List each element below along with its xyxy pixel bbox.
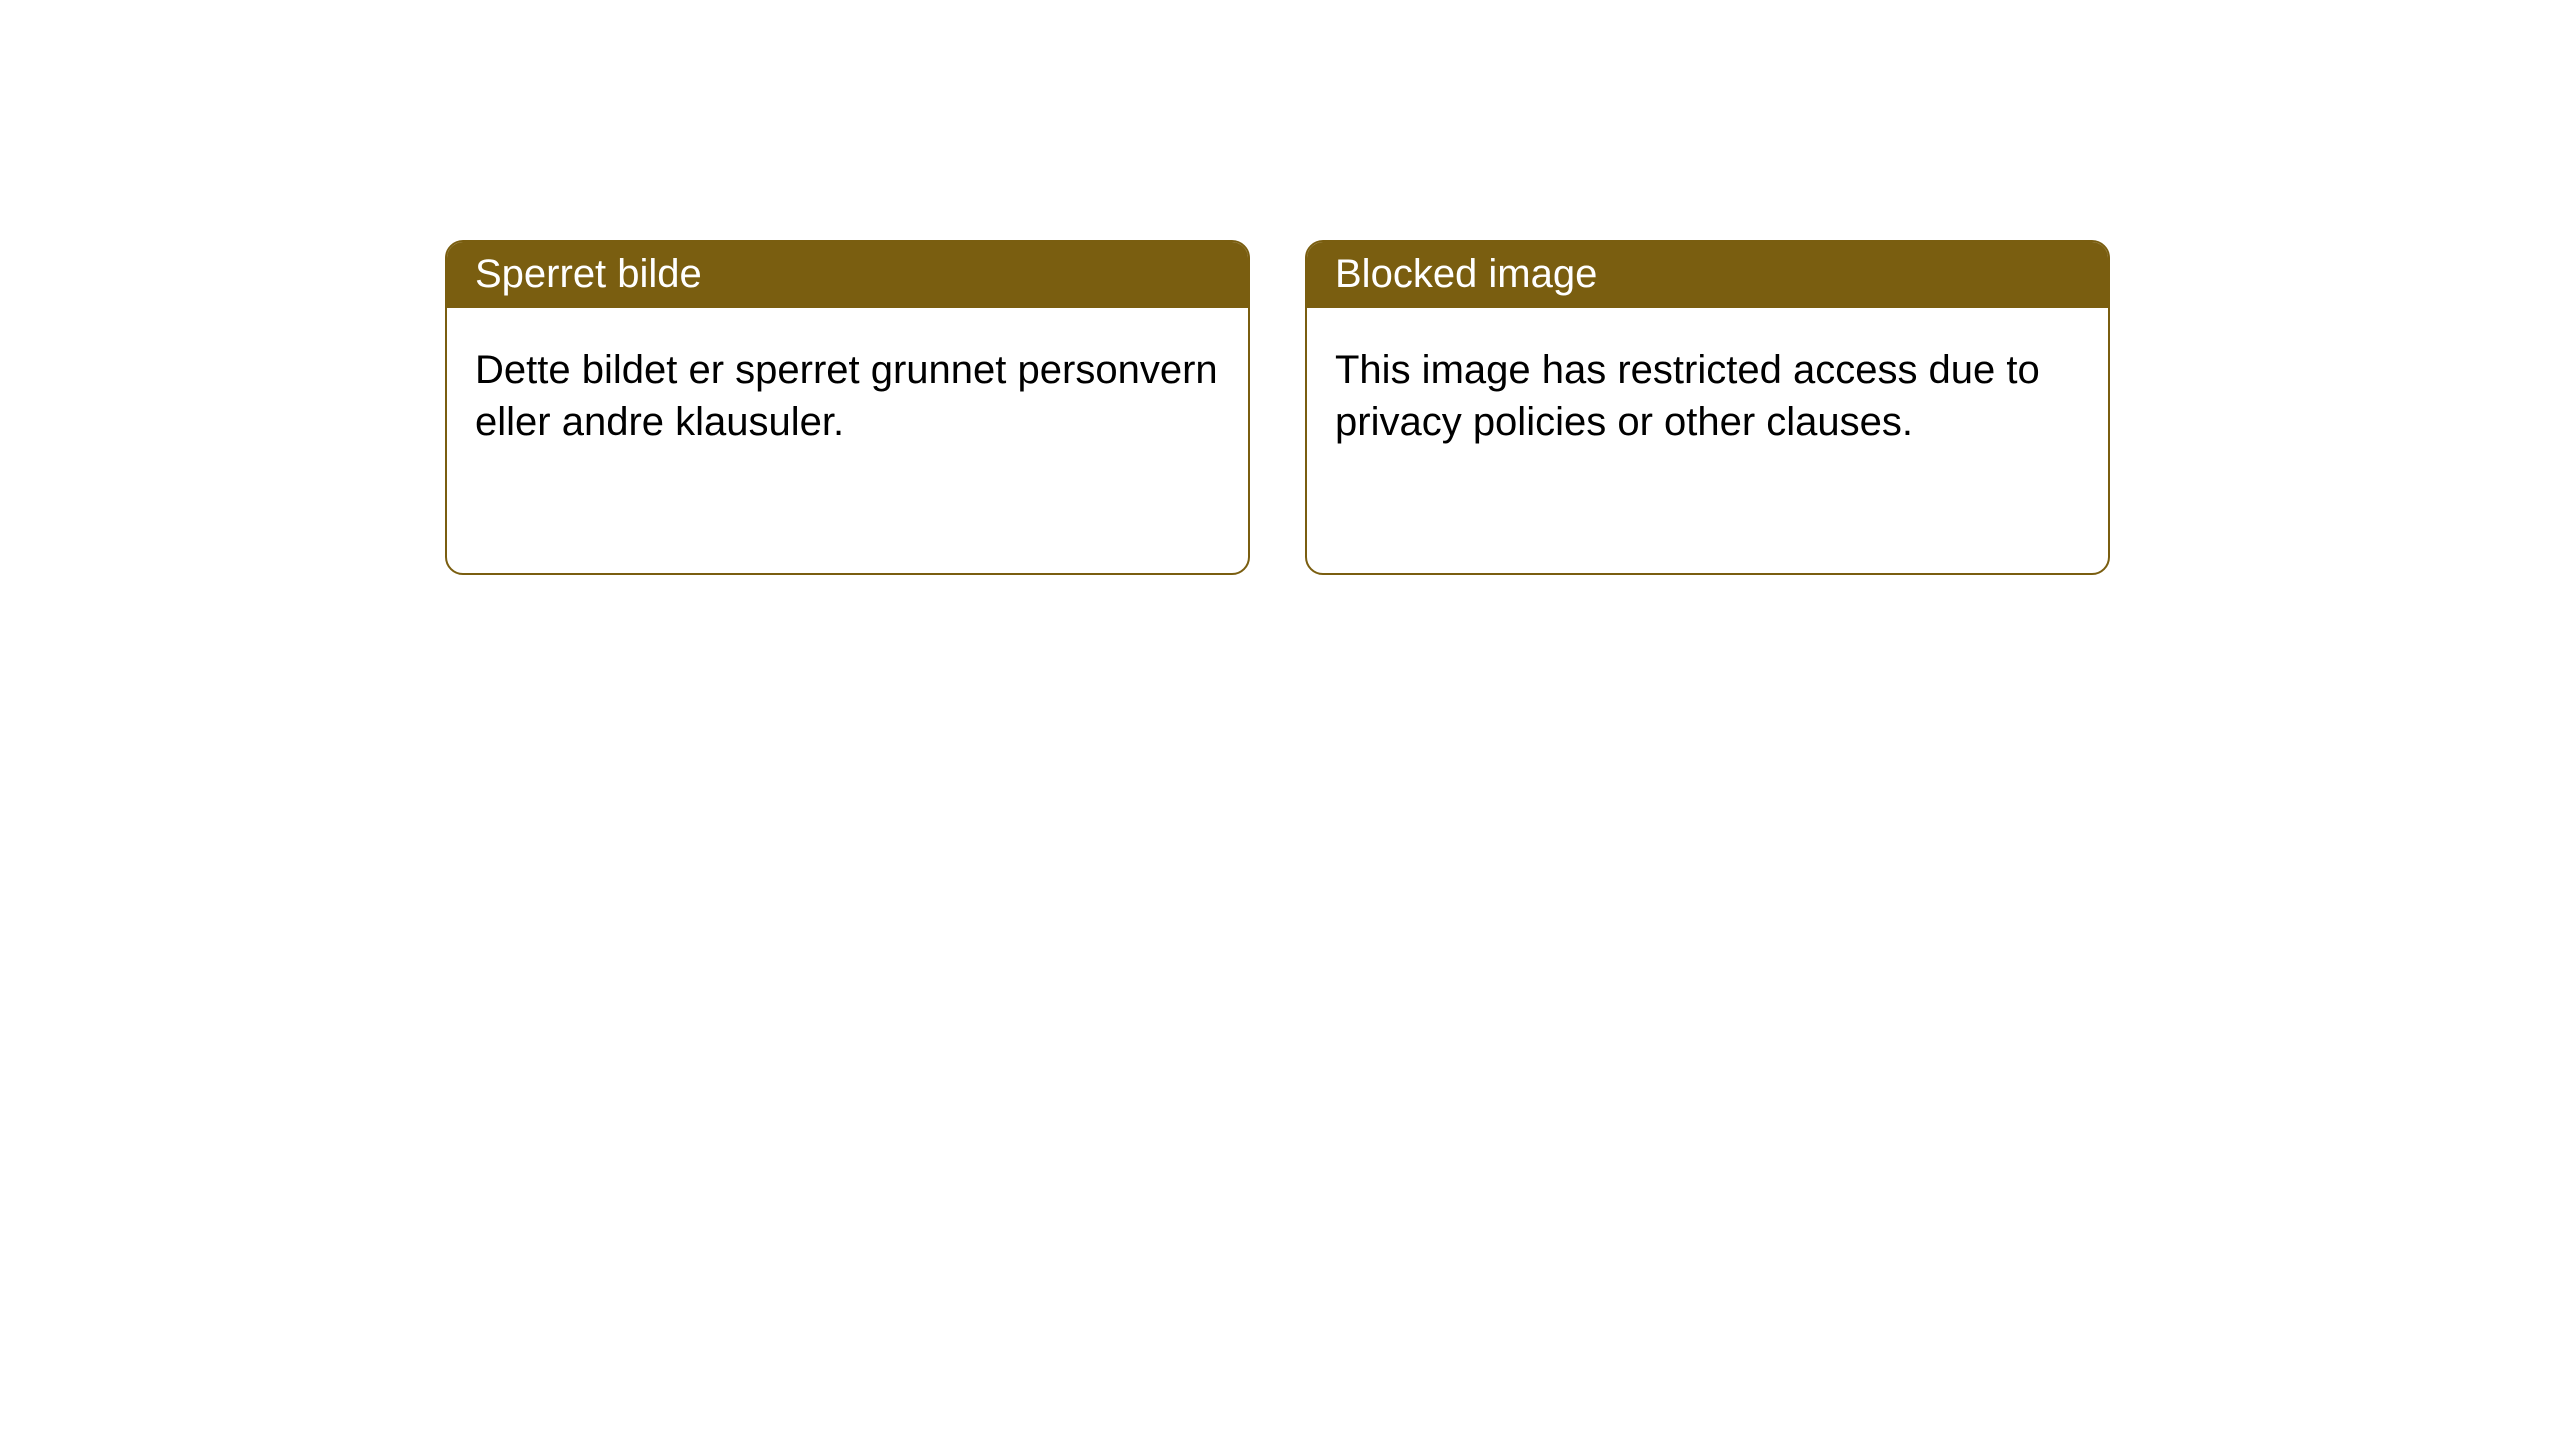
- card-title: Blocked image: [1335, 252, 1597, 296]
- notice-card-norwegian: Sperret bilde Dette bildet er sperret gr…: [445, 240, 1250, 575]
- card-title: Sperret bilde: [475, 252, 702, 296]
- card-text: Dette bildet er sperret grunnet personve…: [475, 348, 1218, 444]
- notice-container: Sperret bilde Dette bildet er sperret gr…: [0, 0, 2560, 575]
- card-text: This image has restricted access due to …: [1335, 348, 2040, 444]
- card-header: Sperret bilde: [447, 242, 1248, 308]
- notice-card-english: Blocked image This image has restricted …: [1305, 240, 2110, 575]
- card-body: Dette bildet er sperret grunnet personve…: [447, 308, 1248, 484]
- card-body: This image has restricted access due to …: [1307, 308, 2108, 484]
- card-header: Blocked image: [1307, 242, 2108, 308]
